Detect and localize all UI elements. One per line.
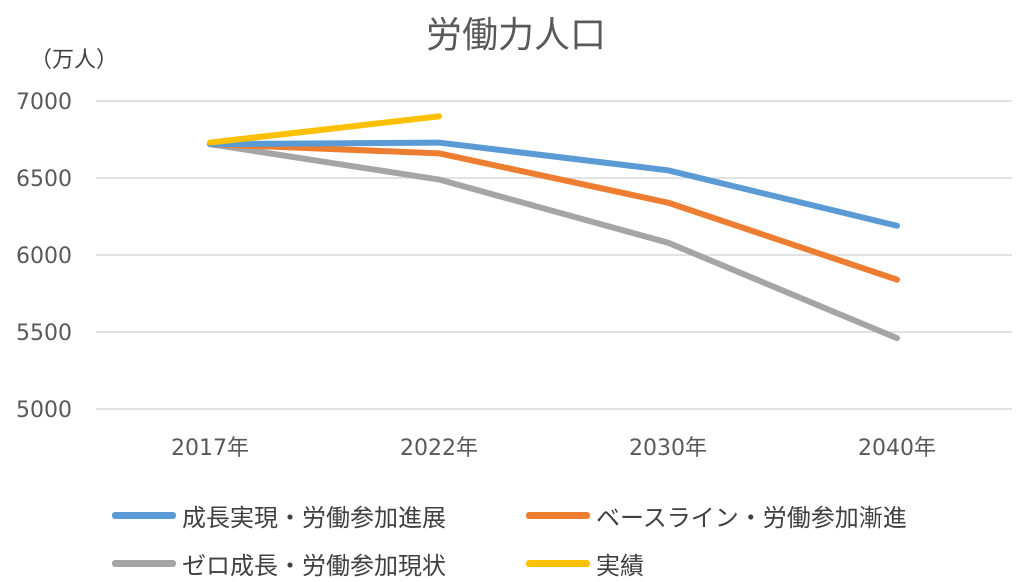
x-tick-label-3: 2040年 [858,436,936,461]
chart-title: 労働力人口 [425,15,606,56]
legend-label-growth: 成長実現・労働参加進展 [182,504,446,532]
legend-item-actual: 実績 [526,546,644,581]
series-line-2 [207,141,900,342]
legend-swatch-growth [112,512,176,519]
legend-label-zero-growth: ゼロ成長・労働参加現状 [182,552,446,580]
y-tick-label-7000: 7000 [16,90,72,115]
legend-item-baseline: ベースライン・労働参加漸進 [526,498,907,533]
legend-label-actual: 実績 [596,552,644,580]
legend-item-growth: 成長実現・労働参加進展 [112,498,446,533]
legend-swatch-baseline [526,512,590,519]
y-tick-label-6500: 6500 [16,167,72,192]
series-line-3 [207,113,442,146]
y-tick-label-5000: 5000 [16,398,72,423]
legend-swatch-zero-growth [112,560,176,567]
series-line-1 [207,141,900,283]
y-tick-label-6000: 6000 [16,244,72,269]
legend-label-baseline: ベースライン・労働参加漸進 [596,504,907,532]
x-tick-label-2: 2030年 [629,436,707,461]
legend-swatch-actual [526,560,590,567]
y-tick-label-5500: 5500 [16,321,72,346]
legend-item-zero-growth: ゼロ成長・労働参加現状 [112,546,446,581]
y-axis-unit-label: （万人） [30,48,119,73]
series-line-0 [207,139,900,229]
x-tick-label-1: 2022年 [400,436,478,461]
x-tick-label-0: 2017年 [171,436,249,461]
